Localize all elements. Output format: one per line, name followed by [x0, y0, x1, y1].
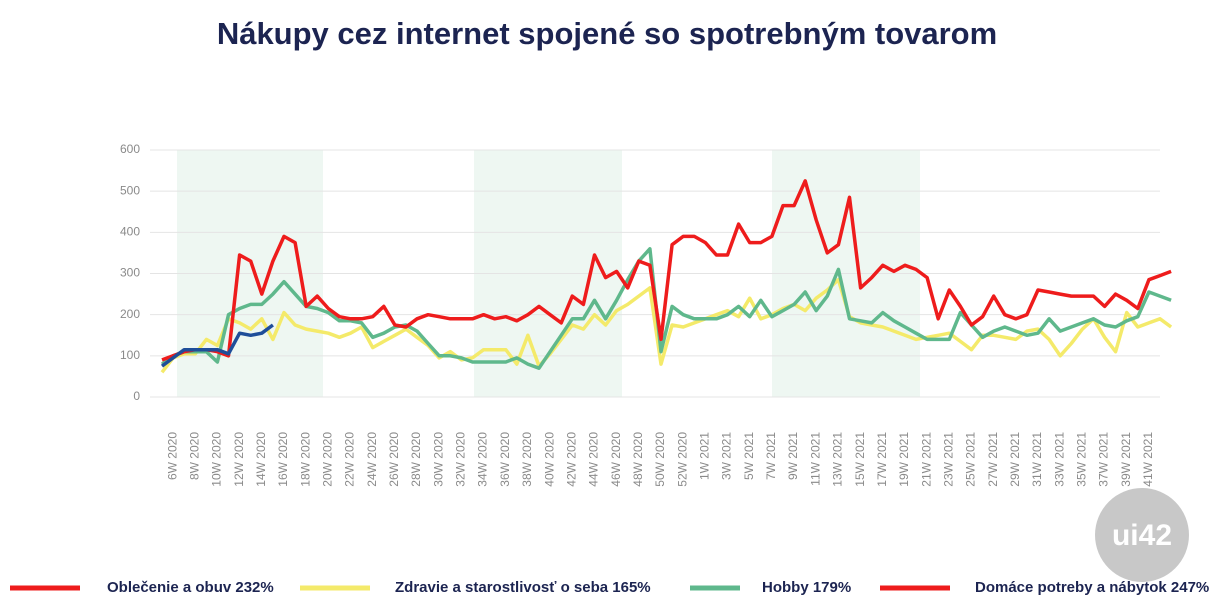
x-tick-label: 1W 2021 [698, 432, 712, 480]
y-tick-label: 600 [120, 142, 140, 156]
x-tick-label: 11W 2021 [808, 432, 822, 486]
y-tick-label: 300 [120, 266, 140, 280]
series-line [161, 179, 1172, 362]
x-tick-label: 44W 2020 [587, 432, 601, 487]
legend-label: Zdravie a starostlivosť o seba 165% [395, 579, 651, 596]
x-tick-label: 9W 2021 [786, 432, 800, 480]
x-tick-label: 3W 2021 [720, 432, 734, 480]
x-tick-label: 13W 2021 [831, 432, 845, 487]
x-tick-label: 16W 2020 [276, 432, 290, 487]
x-tick-label: 18W 2020 [298, 432, 312, 487]
x-tick-label: 33W 2021 [1052, 432, 1066, 487]
y-tick-label: 400 [120, 225, 140, 239]
x-tick-label: 22W 2020 [343, 432, 357, 487]
y-tick-label: 0 [133, 389, 140, 403]
x-tick-label: 6W 2020 [165, 432, 179, 480]
x-tick-label: 35W 2021 [1075, 432, 1089, 487]
x-tick-label: 28W 2020 [409, 432, 423, 487]
x-tick-label: 29W 2021 [1008, 432, 1022, 487]
x-tick-label: 25W 2021 [964, 432, 978, 487]
x-tick-label: 12W 2020 [232, 432, 246, 487]
x-tick-label: 27W 2021 [986, 432, 1000, 487]
x-tick-label: 37W 2021 [1097, 432, 1111, 487]
chart-title: Nákupy cez internet spojené so spotrebný… [217, 16, 997, 51]
logo: ui42 [1112, 519, 1172, 552]
x-tick-label: 40W 2020 [542, 432, 556, 487]
x-tick-label: 52W 2020 [675, 432, 689, 487]
legend-label: Hobby 179% [762, 579, 851, 596]
x-tick-label: 15W 2021 [853, 432, 867, 487]
x-tick-label: 5W 2021 [742, 432, 756, 480]
x-tick-label: 8W 2020 [187, 432, 201, 480]
y-tick-label: 500 [120, 183, 140, 197]
legend-label: Domáce potreby a nábytok 247% [975, 579, 1209, 596]
x-tick-label: 39W 2021 [1119, 432, 1133, 487]
x-tick-label: 50W 2020 [653, 432, 667, 487]
x-tick-label: 24W 2020 [365, 432, 379, 487]
x-tick-label: 7W 2021 [764, 432, 778, 480]
series-line [160, 247, 1172, 370]
y-tick-label: 100 [120, 348, 140, 362]
x-tick-label: 48W 2020 [631, 432, 645, 487]
x-tick-label: 36W 2020 [498, 432, 512, 487]
x-tick-label: 23W 2021 [941, 432, 955, 487]
x-tick-label: 10W 2020 [210, 432, 224, 487]
series-line [160, 323, 274, 368]
logo-circle [1095, 488, 1189, 582]
x-tick-label: 19W 2021 [897, 432, 911, 487]
x-tick-label: 26W 2020 [387, 432, 401, 487]
x-tick-label: 20W 2020 [321, 432, 335, 487]
x-tick-label: 46W 2020 [609, 432, 623, 487]
legend-label: Oblečenie a obuv 232% [107, 579, 274, 596]
x-tick-label: 34W 2020 [476, 432, 490, 487]
x-tick-label: 21W 2021 [919, 432, 933, 487]
x-tick-label: 30W 2020 [431, 432, 445, 487]
x-tick-label: 32W 2020 [454, 432, 468, 487]
x-tick-label: 17W 2021 [875, 432, 889, 487]
x-tick-label: 14W 2020 [254, 432, 268, 487]
x-tick-label: 38W 2020 [520, 432, 534, 487]
y-tick-label: 200 [120, 307, 140, 321]
series-line [160, 277, 1173, 374]
x-tick-label: 41W 2021 [1141, 432, 1155, 487]
x-tick-label: 31W 2021 [1030, 432, 1044, 487]
x-tick-label: 42W 2020 [564, 432, 578, 487]
